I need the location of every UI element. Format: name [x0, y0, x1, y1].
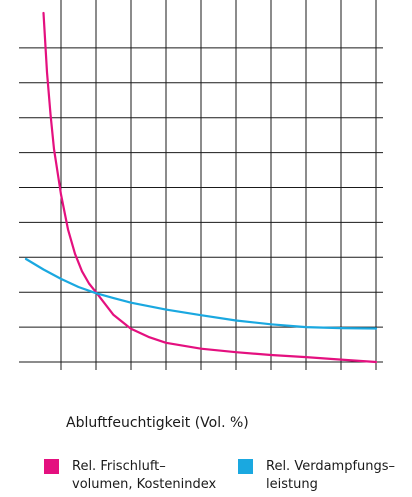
legend-swatch-verdampfung [238, 459, 253, 474]
x-tick-label: 80 [296, 378, 316, 380]
legend-label-frischluft: Rel. Frischluft– volumen, Kostenindex [72, 459, 217, 492]
x-tick-label: 100 [361, 378, 392, 380]
series-layer [24, 11, 378, 364]
x-tick-label: 40 [156, 378, 176, 380]
series-line-frischluft [42, 11, 378, 364]
x-tick-label: 20 [86, 378, 106, 380]
x-tick-label: 0 [21, 378, 31, 380]
x-axis-label: Abluftfeuchtigkeit (Vol. %) [66, 415, 249, 431]
x-tick-label: 60 [226, 378, 246, 380]
legend-item-frischluft: Rel. Frischluft– volumen, Kostenindex [44, 458, 216, 494]
legend-item-verdampfung: Rel. Verdampfungs– leistung [238, 458, 395, 494]
series-line-verdampfung [24, 257, 378, 330]
line-chart: 0 20 40 60 80 100 [19, 0, 391, 380]
legend-label-verdampfung: Rel. Verdampfungs– leistung [266, 459, 396, 492]
x-tick-labels: 0 20 40 60 80 100 [21, 378, 391, 380]
legend-swatch-frischluft [44, 459, 59, 474]
